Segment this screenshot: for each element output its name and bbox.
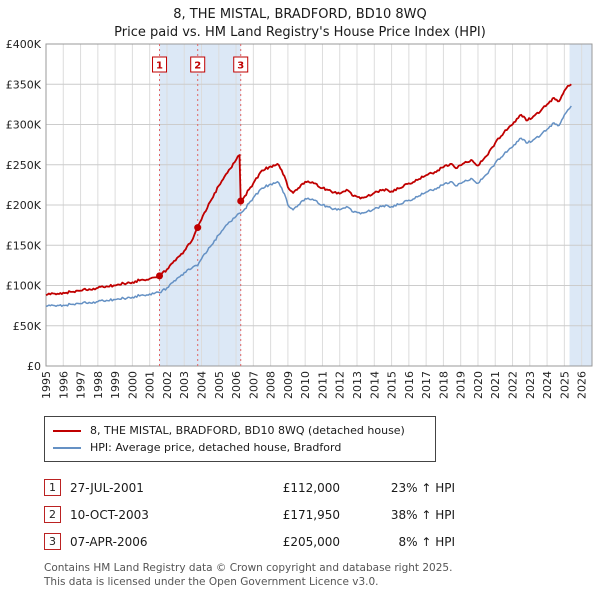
blue-line-sample [53,446,81,449]
svg-text:£350K: £350K [6,78,42,91]
svg-text:2015: 2015 [386,371,399,399]
sale-price: £171,950 [282,507,340,522]
svg-text:2012: 2012 [334,371,347,399]
svg-text:2: 2 [194,61,201,72]
svg-text:1998: 1998 [92,371,105,399]
svg-text:2016: 2016 [403,371,416,399]
sale-number-box: 2 [44,506,61,523]
svg-text:2002: 2002 [161,371,174,399]
svg-text:£400K: £400K [6,40,42,51]
red-line-sample [53,429,81,432]
svg-text:2022: 2022 [507,371,520,399]
svg-text:2007: 2007 [247,371,260,399]
sale-hpi-delta: 38% ↑ HPI [390,507,455,522]
svg-text:2010: 2010 [299,371,312,399]
svg-text:£250K: £250K [6,159,42,172]
svg-text:£300K: £300K [6,119,42,132]
sale-price: £205,000 [282,534,340,549]
footer-line1: Contains HM Land Registry data © Crown c… [44,562,453,574]
svg-text:2014: 2014 [368,371,381,399]
sales-table: 1 27-JUL-2001 £112,000 23% ↑ HPI 2 10-OC… [44,474,600,555]
svg-text:2006: 2006 [230,371,243,399]
svg-text:2009: 2009 [282,371,295,399]
svg-text:2003: 2003 [178,371,191,399]
svg-text:£50K: £50K [13,320,42,333]
svg-text:£200K: £200K [6,199,42,212]
sale-number-box: 3 [44,533,61,550]
svg-text:1995: 1995 [40,371,53,399]
svg-text:2004: 2004 [196,371,209,399]
svg-text:2025: 2025 [558,371,571,399]
legend-item-hpi: HPI: Average price, detached house, Brad… [53,439,427,456]
sale-date: 07-APR-2006 [70,534,148,549]
sale-row: 1 27-JUL-2001 £112,000 23% ↑ HPI [44,474,600,501]
legend-label-property: 8, THE MISTAL, BRADFORD, BD10 8WQ (detac… [90,424,405,437]
svg-text:2008: 2008 [265,371,278,399]
legend-label-hpi: HPI: Average price, detached house, Brad… [90,441,342,454]
svg-text:2017: 2017 [420,371,433,399]
svg-text:2026: 2026 [576,371,589,399]
chart-subtitle: Price paid vs. HM Land Registry's House … [114,25,486,40]
svg-text:£100K: £100K [6,280,42,293]
svg-text:2024: 2024 [541,371,554,399]
legend-item-property: 8, THE MISTAL, BRADFORD, BD10 8WQ (detac… [53,422,427,439]
svg-text:2020: 2020 [472,371,485,399]
svg-text:2013: 2013 [351,371,364,399]
svg-text:2021: 2021 [489,371,502,399]
svg-text:1999: 1999 [109,371,122,399]
svg-text:3: 3 [237,61,244,72]
svg-text:2001: 2001 [144,371,157,399]
svg-text:1996: 1996 [57,371,70,399]
svg-text:£0: £0 [27,360,41,373]
sale-date: 27-JUL-2001 [70,480,144,495]
sale-price: £112,000 [282,480,340,495]
chart-legend: 8, THE MISTAL, BRADFORD, BD10 8WQ (detac… [44,416,436,462]
svg-text:2019: 2019 [455,371,468,399]
footer-line2: This data is licensed under the Open Gov… [44,576,379,589]
sale-row: 3 07-APR-2006 £205,000 8% ↑ HPI [44,528,600,555]
svg-text:2018: 2018 [437,371,450,399]
price-history-chart: £0 £50K £100K £150K £200K £250K £300K £350K £400… [6,40,593,399]
svg-text:2023: 2023 [524,371,537,399]
svg-text:2000: 2000 [126,371,139,399]
sale-date: 10-OCT-2003 [70,507,149,522]
svg-text:1997: 1997 [75,371,88,399]
svg-text:1: 1 [156,61,163,72]
svg-text:2011: 2011 [316,371,329,399]
chart-title: 8, THE MISTAL, BRADFORD, BD10 8WQ [173,7,427,22]
license-note: Contains HM Land Registry data © Crown c… [44,561,600,589]
sale-hpi-delta: 23% ↑ HPI [390,480,455,495]
sale-hpi-delta: 8% ↑ HPI [398,534,455,549]
sale-number-box: 1 [44,479,61,496]
svg-text:2005: 2005 [213,371,226,399]
sale-row: 2 10-OCT-2003 £171,950 38% ↑ HPI [44,501,600,528]
svg-text:£150K: £150K [6,239,42,252]
